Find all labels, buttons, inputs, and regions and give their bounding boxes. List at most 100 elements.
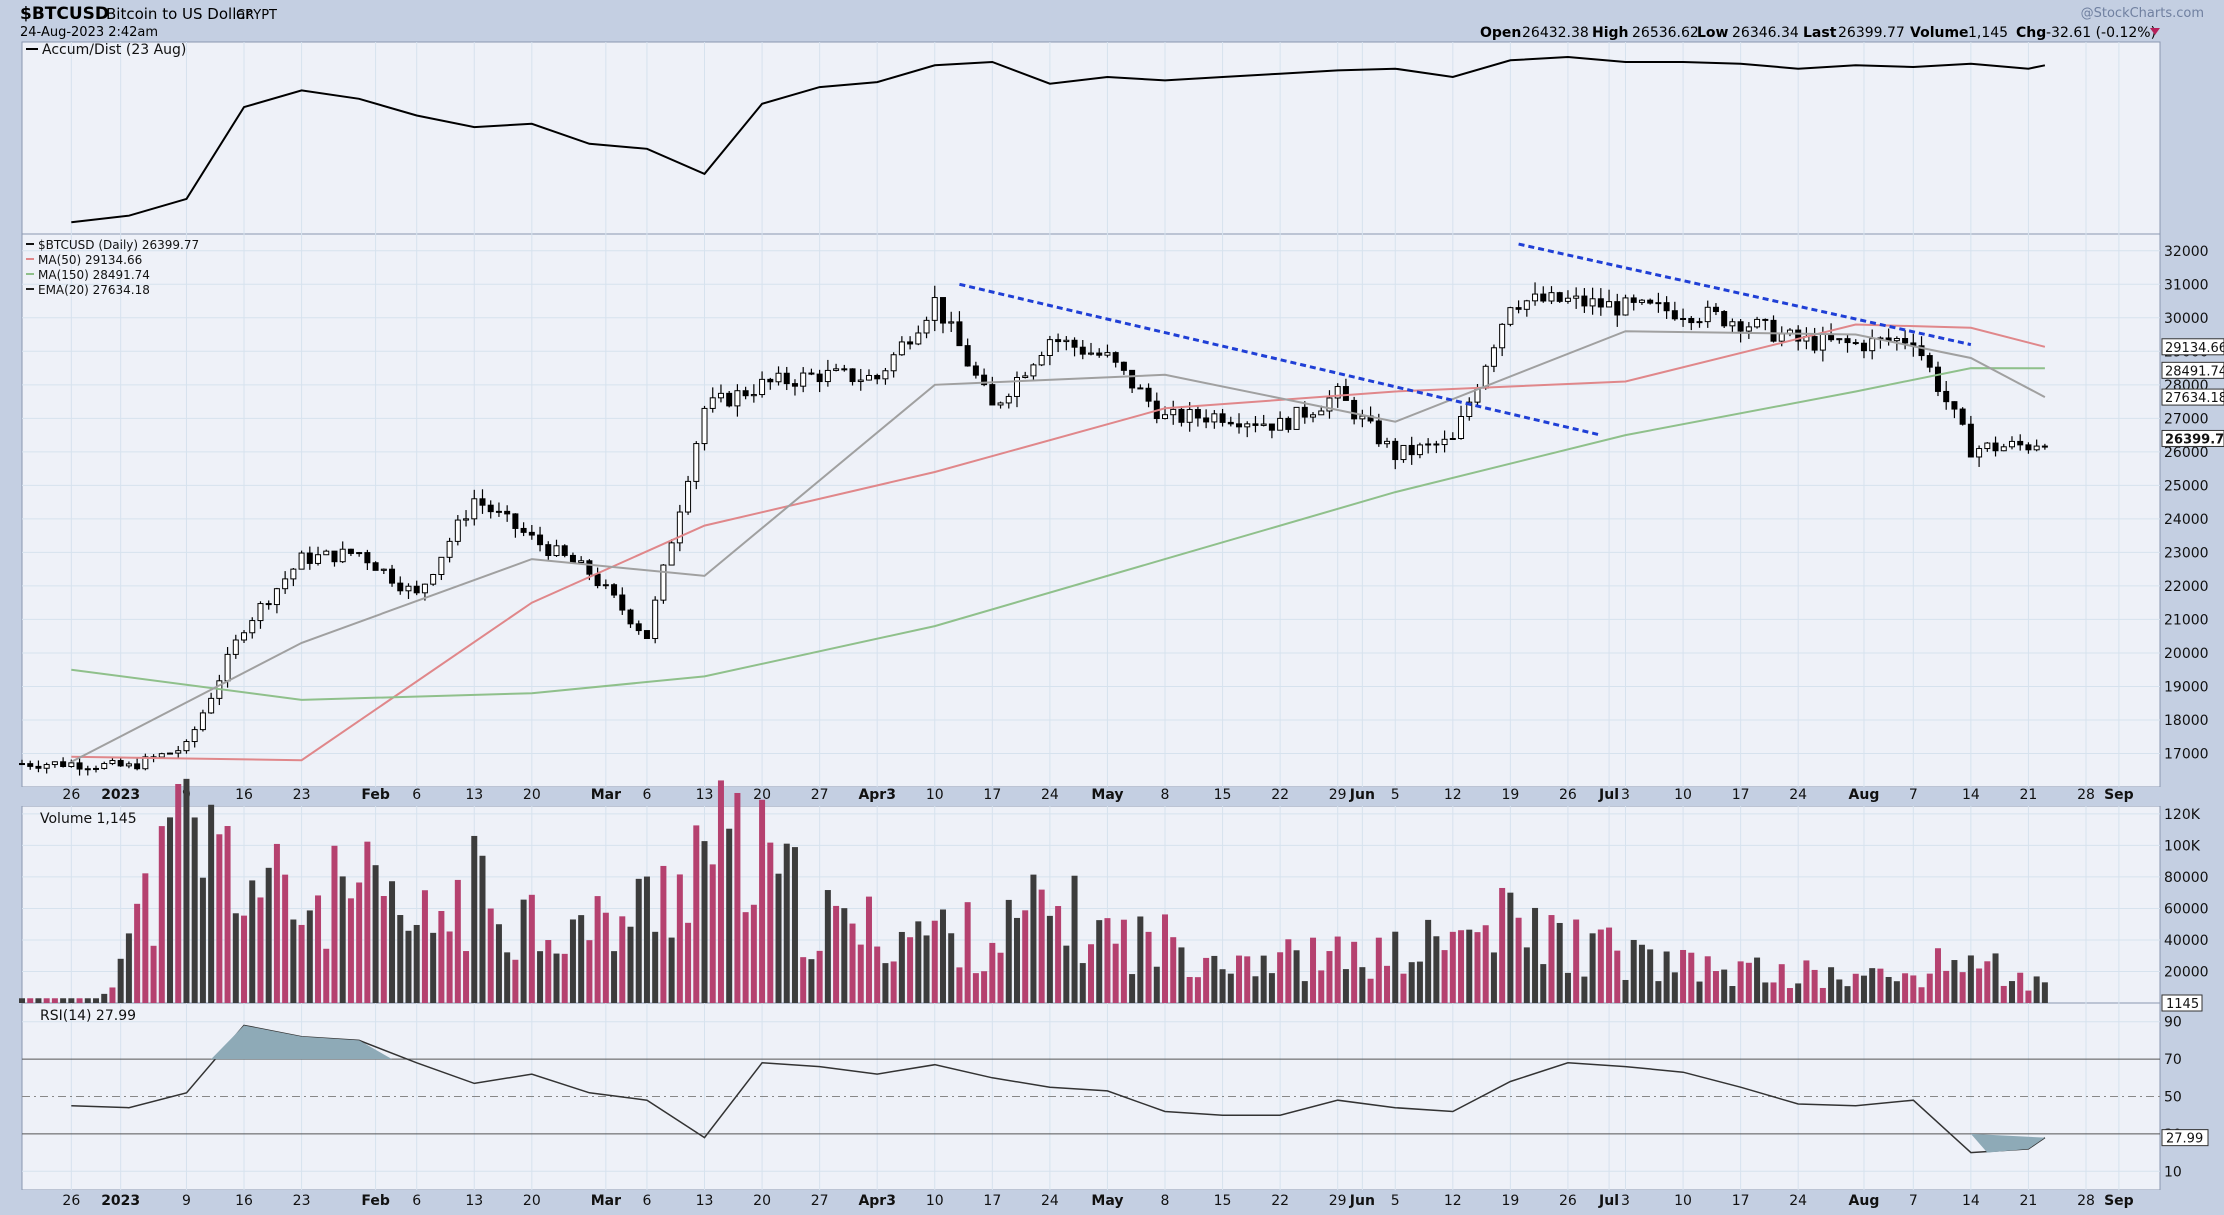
candle-body xyxy=(512,513,519,529)
date-axis-label: 7 xyxy=(1909,787,1918,803)
volume-bar xyxy=(791,847,798,1003)
volume-bar xyxy=(800,957,807,1003)
candle-body xyxy=(463,518,470,521)
candle-body xyxy=(1293,406,1300,430)
candle-body xyxy=(561,545,568,556)
candle-body xyxy=(685,480,692,513)
candle-body xyxy=(709,397,716,409)
date-axis-label: Jul xyxy=(1598,1193,1619,1209)
date-axis-label: Aug xyxy=(1849,1193,1880,1209)
volume-tick-label: 60000 xyxy=(2164,901,2209,917)
volume-bar xyxy=(1137,916,1144,1003)
candle-body xyxy=(1655,302,1662,305)
date-axis-label: 6 xyxy=(642,787,651,803)
candle-body xyxy=(1046,339,1053,357)
date-axis-label: Jun xyxy=(1349,787,1375,803)
volume-bar xyxy=(693,825,700,1003)
volume-bar xyxy=(1153,966,1160,1003)
volume-bar xyxy=(1647,949,1654,1003)
candle-body xyxy=(1564,297,1571,302)
volume-bar xyxy=(1326,951,1333,1003)
date-axis-label: Apr3 xyxy=(858,787,896,803)
last-value: 26399.77 xyxy=(1838,25,1905,41)
volume-bar xyxy=(347,898,354,1003)
volume-bar xyxy=(750,904,757,1003)
candle-body xyxy=(257,603,264,622)
volume-bar xyxy=(1581,976,1588,1003)
date-axis-label: 6 xyxy=(412,1193,421,1209)
volume-bar xyxy=(273,843,280,1003)
date-axis-label: 22 xyxy=(1271,1193,1289,1209)
legend-label: $BTCUSD (Daily) 26399.77 xyxy=(38,238,199,252)
candle-body xyxy=(997,402,1004,406)
date-axis-label: 9 xyxy=(182,1193,191,1209)
candle-body xyxy=(890,354,897,372)
volume-bar xyxy=(175,783,182,1003)
candle-body xyxy=(1992,442,1999,452)
candle-body xyxy=(1326,397,1333,412)
candle-body xyxy=(1745,326,1752,332)
volume-bar xyxy=(931,920,938,1003)
date-axis-label: 23 xyxy=(293,1193,311,1209)
candle-body xyxy=(315,554,322,564)
volume-bar xyxy=(1285,939,1292,1003)
candle-body xyxy=(849,368,856,383)
volume-bar xyxy=(1079,963,1086,1003)
volume-bar xyxy=(1795,983,1802,1003)
candle-body xyxy=(808,372,815,375)
price-tick-label: 23000 xyxy=(2164,545,2209,561)
price-tag-label: 26399.77 xyxy=(2165,432,2224,447)
volume-bar xyxy=(1022,910,1029,1003)
volume-bar xyxy=(1893,981,1900,1003)
candle-body xyxy=(2025,444,2032,451)
candle-body xyxy=(594,573,601,587)
volume-bar xyxy=(1926,973,1933,1003)
candle-body xyxy=(791,383,798,387)
volume-bar xyxy=(68,998,75,1003)
volume-bar xyxy=(717,780,724,1003)
volume-bar xyxy=(2033,976,2040,1003)
candle-body xyxy=(627,609,634,625)
candle-body xyxy=(586,560,593,575)
date-axis-label: May xyxy=(1091,1193,1123,1209)
volume-bar xyxy=(60,998,67,1003)
ma-line-2 xyxy=(70,330,2046,763)
candle-body xyxy=(125,763,132,767)
candle-body xyxy=(800,372,807,387)
volume-bar xyxy=(1301,981,1308,1003)
volume-bar xyxy=(2025,990,2032,1003)
candle-body xyxy=(1490,347,1497,367)
volume-bar xyxy=(224,826,231,1003)
volume-bar xyxy=(1548,915,1555,1003)
price-tick-label: 21000 xyxy=(2164,612,2209,628)
candle-body xyxy=(1252,423,1259,426)
volume-tick-label: 40000 xyxy=(2164,933,2209,949)
candle-body xyxy=(167,752,174,755)
candle-body xyxy=(1515,307,1522,310)
volume-bar xyxy=(1844,986,1851,1003)
price-tick-label: 26000 xyxy=(2164,445,2209,461)
volume-bar xyxy=(1754,957,1761,1003)
candle-body xyxy=(101,763,108,769)
volume-bar xyxy=(1318,970,1325,1003)
volume-bar xyxy=(569,919,576,1003)
volume-bar xyxy=(890,961,897,1003)
volume-bar xyxy=(1663,951,1670,1003)
candle-body xyxy=(1902,338,1909,344)
volume-bar xyxy=(1712,971,1719,1003)
exchange: CRYPT xyxy=(236,8,277,23)
volume-bar xyxy=(1910,975,1917,1003)
candle-body xyxy=(1022,375,1029,378)
volume-bar xyxy=(816,950,823,1003)
volume-bar xyxy=(76,998,83,1003)
candle-body xyxy=(717,392,724,399)
volume-bar xyxy=(109,987,116,1003)
volume-bar xyxy=(1976,968,1983,1003)
volume-bar xyxy=(125,933,132,1003)
volume-bar xyxy=(191,817,198,1003)
candle-body xyxy=(1959,408,1966,425)
date-axis-label: 5 xyxy=(1391,1193,1400,1209)
candle-body xyxy=(1556,292,1563,302)
candle-body xyxy=(1162,414,1169,420)
